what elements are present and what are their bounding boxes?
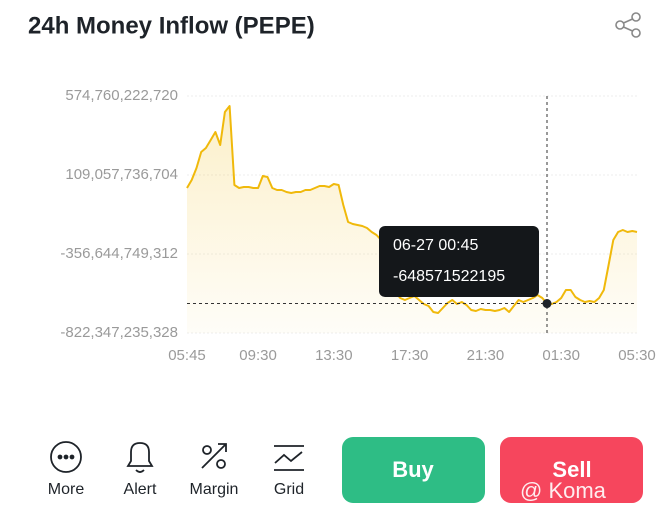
tooltip-box (379, 226, 539, 297)
y-tick-label: 109,057,736,704 (65, 166, 178, 183)
plot: -822,347,235,328 -356,644,749,312 109,057,… (60, 87, 655, 364)
toolbar-label[interactable]: Grid (274, 481, 304, 498)
y-tick-label: 574,760,222,720 (65, 87, 178, 104)
toolbar-label[interactable]: More (48, 481, 85, 498)
toolbar (50, 441, 304, 473)
sell-label: Sell (552, 457, 591, 482)
title: 24h Money Inflow (PEPE) (28, 12, 315, 39)
area-fill (187, 106, 637, 333)
buy-label: Buy (392, 457, 434, 482)
x-tick-label: 05:45 (168, 347, 206, 364)
x-tick-label: 21:30 (467, 347, 505, 364)
x-tick-label: 05:30 (618, 347, 656, 364)
buy-button[interactable] (342, 437, 485, 503)
x-tick-label: 01:30 (542, 347, 580, 364)
y-tick-label: -356,644,749,312 (60, 245, 178, 262)
crosshair-dot (542, 299, 552, 309)
y-tick-label: -822,347,235,328 (60, 324, 178, 341)
tooltip-label: 06-27 00:45 (393, 237, 479, 254)
watermark: @ Koma (520, 478, 607, 503)
share-icon[interactable] (615, 12, 641, 38)
toolbar-label[interactable]: Margin (190, 481, 239, 498)
toolbar-label[interactable]: Alert (124, 481, 157, 498)
x-tick-label: 09:30 (239, 347, 277, 364)
sell-button[interactable] (500, 437, 643, 503)
x-tick-label: 17:30 (391, 347, 429, 364)
x-tick-label: 13:30 (315, 347, 353, 364)
tooltip-value: -648571522195 (393, 268, 505, 285)
